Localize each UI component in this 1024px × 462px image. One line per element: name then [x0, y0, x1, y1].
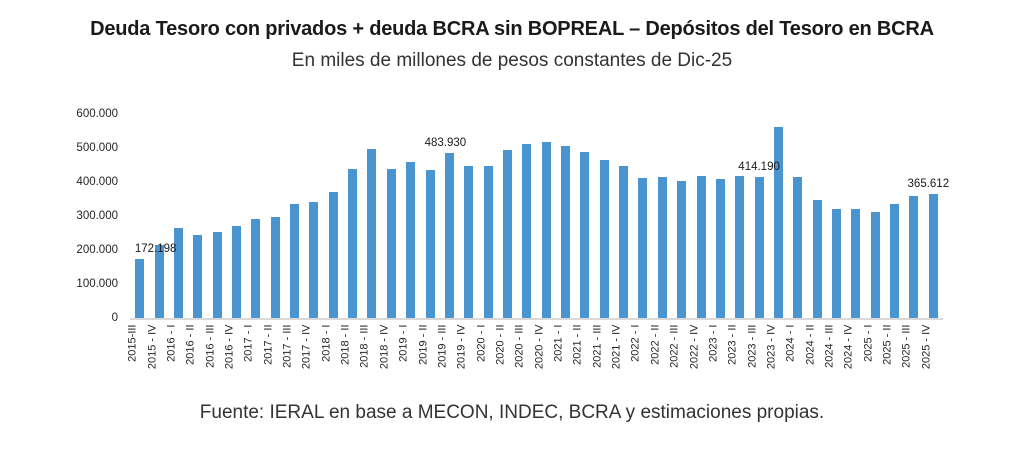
bar-2015-III — [135, 259, 145, 318]
bar-2022 - IV — [696, 175, 706, 318]
bar-2024 - II — [812, 200, 822, 318]
bar-2017 - II — [270, 217, 280, 318]
y-tick-label: 200.000 — [76, 244, 118, 256]
x-tick-label: 2020 - IV — [533, 324, 546, 370]
x-tick-label: 2016 - III — [204, 324, 217, 368]
x-tick-label: 2021 - IV — [610, 324, 623, 370]
x-tick-label: 2018 - I — [320, 324, 333, 362]
bar-2021 - II — [580, 152, 590, 318]
bar-2024 - I — [793, 177, 803, 318]
bar-2018 - III — [367, 149, 377, 318]
y-tick-label: 500.000 — [76, 142, 118, 154]
x-tick-label: 2017 - II — [262, 324, 275, 365]
x-tick-label: 2022 - I — [629, 324, 642, 362]
bar-2025 - III — [909, 196, 919, 318]
x-tick-label: 2025 - III — [900, 324, 913, 368]
x-tick-label: 2016 - II — [184, 324, 197, 365]
x-tick-label: 2023 - II — [726, 324, 739, 365]
x-tick-label: 2021 - III — [591, 324, 604, 368]
bar-2017 - I — [251, 219, 261, 318]
bar-2022 - III — [677, 180, 687, 318]
bar-value-label: 483.930 — [424, 137, 467, 150]
x-tick-label: 2017 - III — [281, 324, 294, 368]
bar-2018 - I — [328, 191, 338, 318]
bar-2025 - I — [870, 211, 880, 318]
bar-2021 - I — [561, 146, 571, 318]
bar-2022 - II — [657, 177, 667, 318]
bar-2023 - I — [715, 179, 725, 318]
plot-area: 172.198 483.930 414.190 365.612 — [130, 114, 949, 320]
x-tick-label: 2018 - III — [358, 324, 371, 368]
bar-2022 - I — [638, 177, 648, 318]
x-tick-label: 2020 - III — [513, 324, 526, 368]
bar-2016 - I — [173, 227, 183, 318]
y-tick-label: 100.000 — [76, 278, 118, 290]
x-tick-label: 2015 - IV — [146, 324, 159, 370]
bar-2025 - IV — [928, 193, 938, 318]
x-tick-label: 2022 - IV — [688, 324, 701, 370]
bar-2025 - II — [890, 204, 900, 318]
bar-2023 - IV — [773, 127, 783, 318]
x-tick-label: 2019 - III — [436, 324, 449, 368]
x-tick-label: 2022 - II — [649, 324, 662, 365]
x-tick-label: 2025 - II — [881, 324, 894, 365]
x-tick-label: 2024 - IV — [842, 324, 855, 370]
x-tick-label: 2025 - I — [862, 324, 875, 362]
bar-2019 - I — [406, 161, 416, 318]
bar-2018 - IV — [386, 169, 396, 318]
x-tick-label: 2024 - III — [823, 324, 836, 368]
x-tick-label: 2023 - IV — [765, 324, 778, 370]
x-tick-label: 2018 - IV — [378, 324, 391, 370]
x-tick-label: 2024 - II — [804, 324, 817, 365]
bar-2019 - II — [425, 170, 435, 318]
x-tick-label: 2023 - III — [746, 324, 759, 368]
bar-2023 - III — [754, 177, 764, 318]
bar-2024 - III — [832, 208, 842, 318]
x-tick-label: 2017 - I — [242, 324, 255, 362]
bar-2020 - IV — [541, 141, 551, 318]
x-tick-label: 2017 - IV — [300, 324, 313, 370]
bar-2016 - IV — [231, 225, 241, 318]
bar-2020 - I — [483, 166, 493, 318]
x-tick-label: 2016 - I — [165, 324, 178, 362]
bar-2024 - IV — [851, 208, 861, 318]
bar-2017 - III — [290, 204, 300, 318]
bar-2019 - IV — [464, 166, 474, 318]
x-tick-label: 2020 - II — [494, 324, 507, 365]
bar-2020 - III — [522, 144, 532, 318]
bar-2021 - IV — [619, 166, 629, 318]
bar-2015 - IV — [154, 244, 164, 318]
page-title: Deuda Tesoro con privados + deuda BCRA s… — [90, 18, 934, 40]
bar-2016 - II — [193, 235, 203, 318]
x-tick-label: 2022 - III — [668, 324, 681, 368]
source-note: Fuente: IERAL en base a MECON, INDEC, BC… — [199, 402, 825, 423]
bar-2020 - II — [502, 150, 512, 318]
bar-value-label: 172.198 — [134, 243, 177, 256]
bar-value-label: 365.612 — [907, 177, 950, 190]
y-tick-label: 300.000 — [76, 210, 118, 222]
x-tick-label: 2023 - I — [707, 324, 720, 362]
x-tick-label: 2019 - I — [397, 324, 410, 362]
x-tick-label: 2025 - IV — [920, 324, 933, 370]
y-tick-label: 600.000 — [76, 108, 118, 120]
page-subtitle: En miles de millones de pesos constantes… — [291, 50, 733, 71]
x-tick-label: 2021 - II — [571, 324, 584, 365]
x-tick-label: 2019 - IV — [455, 324, 468, 370]
x-tick-label: 2020 - I — [475, 324, 488, 362]
bar-2019 - III — [444, 153, 454, 318]
x-tick-label: 2015-III — [126, 324, 139, 362]
bar-2023 - II — [735, 175, 745, 318]
x-tick-label: 2024 - I — [784, 324, 797, 362]
x-tick-label: 2019 - II — [417, 324, 430, 365]
bar-2018 - II — [348, 169, 358, 318]
y-tick-label: 0 — [111, 312, 118, 324]
x-tick-label: 2016 - IV — [223, 324, 236, 370]
bar-value-label: 414.190 — [738, 161, 780, 174]
x-tick-label: 2018 - II — [339, 324, 352, 365]
x-tick-label: 2021 - I — [552, 324, 565, 362]
bar-2016 - III — [212, 231, 222, 318]
bar-2017 - IV — [309, 202, 319, 318]
bar-2021 - III — [599, 160, 609, 318]
y-tick-label: 400.000 — [76, 176, 118, 188]
